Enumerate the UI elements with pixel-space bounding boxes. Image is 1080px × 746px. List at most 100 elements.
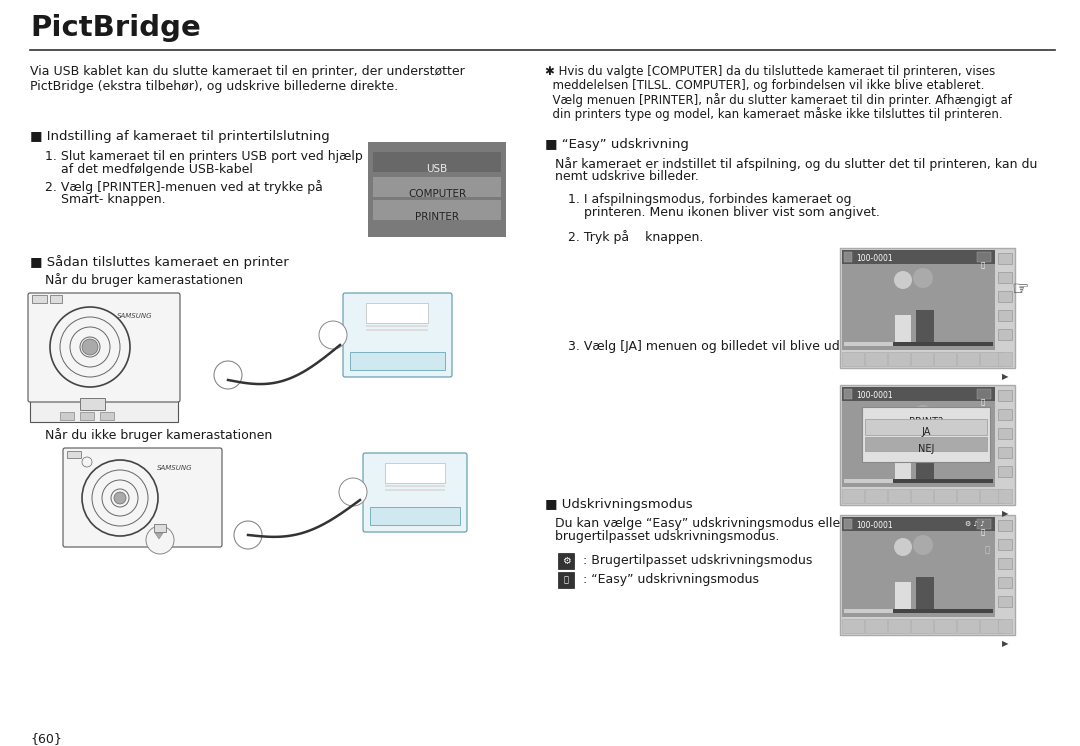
- Bar: [32, 295, 48, 303]
- Bar: [372, 307, 423, 310]
- Bar: [842, 517, 995, 531]
- Bar: [558, 572, 573, 588]
- Text: PictBridge (ekstra tilbehør), og udskrive billederne direkte.: PictBridge (ekstra tilbehør), og udskriv…: [30, 80, 399, 93]
- Text: ■ Sådan tilsluttes kameraet en printer: ■ Sådan tilsluttes kameraet en printer: [30, 255, 288, 269]
- Bar: [998, 272, 1012, 283]
- Bar: [865, 619, 887, 633]
- Bar: [842, 352, 864, 366]
- Bar: [366, 329, 428, 331]
- Text: USB: USB: [427, 164, 447, 174]
- Bar: [977, 252, 991, 262]
- Bar: [980, 489, 1002, 503]
- Bar: [842, 401, 995, 487]
- Text: Når du bruger kamerastationen: Når du bruger kamerastationen: [45, 273, 243, 287]
- Circle shape: [114, 492, 126, 504]
- Bar: [67, 451, 81, 458]
- Text: printeren. Menu ikonen bliver vist som angivet.: printeren. Menu ikonen bliver vist som a…: [568, 206, 880, 219]
- Text: : Brugertilpasset udskrivningsmodus: : Brugertilpasset udskrivningsmodus: [579, 554, 812, 567]
- Text: ■ “Easy” udskrivning: ■ “Easy” udskrivning: [545, 138, 689, 151]
- Bar: [998, 619, 1012, 633]
- Bar: [865, 489, 887, 503]
- Text: 🏠: 🏠: [981, 398, 985, 404]
- Polygon shape: [156, 533, 163, 539]
- Bar: [842, 531, 995, 617]
- Bar: [80, 412, 94, 420]
- Circle shape: [146, 526, 174, 554]
- Text: {60}: {60}: [30, 732, 62, 745]
- Bar: [916, 577, 934, 612]
- Bar: [888, 619, 910, 633]
- Bar: [916, 447, 934, 482]
- Bar: [843, 342, 893, 346]
- Text: 🏠: 🏠: [981, 261, 985, 268]
- Bar: [366, 325, 428, 327]
- Bar: [865, 437, 987, 451]
- Bar: [998, 596, 1012, 607]
- Text: ✱ Hvis du valgte [COMPUTER] da du tilsluttede kameraet til printeren, vises: ✱ Hvis du valgte [COMPUTER] da du tilslu…: [545, 65, 996, 78]
- Bar: [80, 398, 105, 410]
- Text: Du kan vælge “Easy” udskrivningsmodus eller: Du kan vælge “Easy” udskrivningsmodus el…: [555, 517, 846, 530]
- Text: ■ Udskrivningsmodus: ■ Udskrivningsmodus: [545, 498, 692, 511]
- Bar: [373, 152, 501, 172]
- Text: 🏠: 🏠: [981, 528, 985, 535]
- Text: SAMSUNG: SAMSUNG: [118, 313, 152, 319]
- Bar: [957, 619, 978, 633]
- Text: Smart- knappen.: Smart- knappen.: [45, 193, 165, 206]
- Text: 1. I afspilningsmodus, forbindes kameraet og: 1. I afspilningsmodus, forbindes kamerae…: [568, 193, 851, 206]
- Bar: [840, 385, 1015, 505]
- Text: 3. Vælg [JA] menuen og billedet vil blive udskrevet.: 3. Vælg [JA] menuen og billedet vil bliv…: [568, 340, 890, 353]
- Text: 🏃: 🏃: [564, 575, 568, 584]
- Bar: [912, 489, 933, 503]
- Text: ■ Indstilling af kameraet til printertilslutning: ■ Indstilling af kameraet til printertil…: [30, 130, 329, 143]
- Text: ☞: ☞: [1011, 280, 1029, 299]
- Text: din printers type og model, kan kameraet måske ikke tilsluttes til printeren.: din printers type og model, kan kameraet…: [545, 107, 1002, 121]
- Bar: [916, 310, 934, 345]
- Text: ⚙: ⚙: [562, 556, 570, 566]
- Circle shape: [913, 535, 933, 555]
- Text: PRINT?: PRINT?: [909, 417, 943, 427]
- Bar: [998, 428, 1012, 439]
- Bar: [934, 489, 956, 503]
- Text: Når kameraet er indstillet til afspilning, og du slutter det til printeren, kan : Når kameraet er indstillet til afspilnin…: [555, 157, 1038, 171]
- Bar: [843, 479, 893, 483]
- Bar: [895, 452, 912, 482]
- Bar: [998, 466, 1012, 477]
- Text: 100-0001: 100-0001: [856, 521, 893, 530]
- Bar: [558, 553, 573, 569]
- Bar: [865, 352, 887, 366]
- Bar: [840, 515, 1015, 635]
- Bar: [842, 517, 995, 617]
- Bar: [373, 177, 501, 197]
- Text: ▶: ▶: [1002, 509, 1009, 518]
- Circle shape: [319, 321, 347, 349]
- Text: NEJ: NEJ: [918, 444, 934, 454]
- Bar: [998, 329, 1012, 340]
- Bar: [842, 387, 995, 487]
- Text: brugertilpasset udskrivningsmodus.: brugertilpasset udskrivningsmodus.: [555, 530, 780, 543]
- Circle shape: [82, 339, 98, 355]
- Circle shape: [339, 478, 367, 506]
- Bar: [980, 352, 1002, 366]
- Bar: [843, 609, 893, 613]
- Circle shape: [894, 271, 912, 289]
- Text: 2. Tryk på    knappen.: 2. Tryk på knappen.: [568, 230, 703, 244]
- Bar: [842, 250, 995, 350]
- Bar: [998, 291, 1012, 302]
- Text: COMPUTER: COMPUTER: [408, 189, 467, 199]
- Bar: [977, 519, 991, 529]
- Bar: [373, 200, 501, 220]
- Circle shape: [913, 405, 933, 425]
- Bar: [998, 447, 1012, 458]
- Bar: [350, 352, 445, 370]
- Bar: [934, 619, 956, 633]
- Bar: [977, 389, 991, 399]
- Bar: [998, 577, 1012, 588]
- Bar: [842, 619, 864, 633]
- Bar: [100, 412, 114, 420]
- Text: 100-0001: 100-0001: [856, 391, 893, 400]
- Bar: [842, 264, 995, 350]
- Bar: [384, 485, 445, 487]
- Bar: [957, 489, 978, 503]
- Bar: [912, 352, 933, 366]
- Bar: [390, 467, 440, 470]
